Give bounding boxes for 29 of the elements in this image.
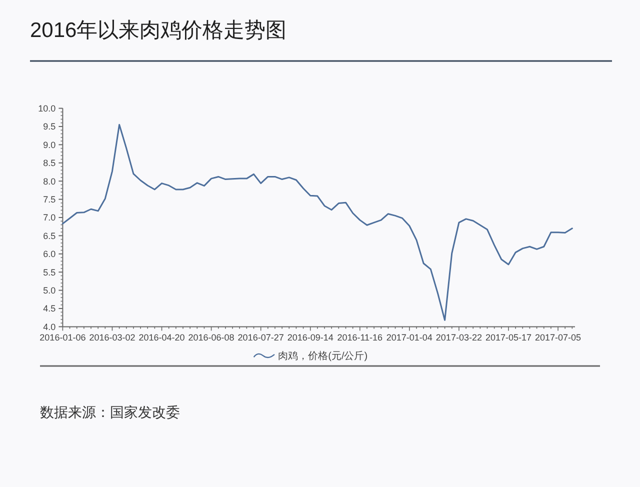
x-tick-label: 2016-04-20 [138, 332, 185, 343]
y-tick-label: 4.5 [43, 304, 56, 314]
y-tick-label: 5.0 [43, 285, 56, 296]
x-tick-label: 2016-03-02 [89, 332, 136, 343]
x-tick-label: 2016-09-14 [287, 332, 334, 343]
x-tick-label: 2016-11-16 [337, 332, 383, 343]
chart-title: 2016年以来肉鸡价格走势图 [30, 19, 287, 42]
x-tick-label: 2017-05-17 [485, 332, 532, 343]
y-tick-label: 5.5 [43, 267, 56, 278]
y-tick-label: 10.0 [38, 103, 56, 114]
source-note: 数据来源：国家发改委 [40, 404, 180, 420]
legend-label: 肉鸡，价格(元/公斤) [278, 350, 368, 362]
x-tick-label: 2017-07-05 [534, 332, 582, 343]
x-tick-label: 2017-01-04 [386, 332, 432, 343]
y-tick-label: 6.0 [43, 249, 56, 260]
y-tick-label: 6.5 [43, 230, 56, 241]
y-tick-label: 9.0 [43, 140, 56, 150]
legend: 肉鸡，价格(元/公斤) [254, 351, 368, 362]
x-tick-label: 2016-01-06 [40, 332, 86, 343]
y-tick-label: 9.5 [43, 122, 56, 132]
y-tick-label: 8.5 [43, 158, 56, 168]
y-tick-label: 4.0 [43, 322, 56, 332]
y-tick-label: 8.0 [43, 176, 56, 186]
y-tick-label: 7.5 [43, 194, 56, 204]
x-tick-label: 2016-06-08 [188, 332, 234, 343]
y-tick-label: 7.0 [43, 212, 56, 223]
x-tick-label: 2017-03-22 [436, 332, 482, 343]
x-tick-label: 2016-07-27 [238, 332, 284, 343]
line-series [62, 124, 573, 321]
